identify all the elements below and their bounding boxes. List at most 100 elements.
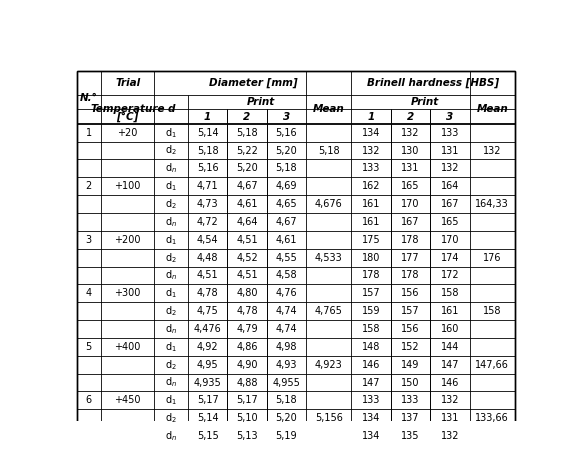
Text: 4,54: 4,54 [197,235,219,245]
Text: 1: 1 [86,128,92,138]
Text: 5: 5 [85,342,92,352]
Text: 5,18: 5,18 [276,395,297,405]
Text: 157: 157 [362,289,380,298]
Text: 130: 130 [401,146,419,156]
Text: 147: 147 [441,359,459,370]
Text: 4,67: 4,67 [276,217,297,227]
Text: 132: 132 [441,431,459,441]
Text: 132: 132 [441,395,459,405]
Text: 5,20: 5,20 [236,163,258,174]
Text: 5,22: 5,22 [236,146,258,156]
Text: 132: 132 [483,146,501,156]
Text: 5,14: 5,14 [197,128,219,138]
Text: d$_2$: d$_2$ [165,251,177,264]
Text: 178: 178 [401,271,419,280]
Text: 174: 174 [441,253,459,263]
Text: 4,48: 4,48 [197,253,218,263]
Text: 4,65: 4,65 [276,199,297,209]
Text: Brinell hardness [HBS]: Brinell hardness [HBS] [367,78,499,88]
Text: 5,14: 5,14 [197,413,219,423]
Text: +200: +200 [114,235,141,245]
Text: 2: 2 [85,181,92,191]
Text: 132: 132 [441,163,459,174]
Text: 4,98: 4,98 [276,342,297,352]
Text: 172: 172 [441,271,459,280]
Text: +400: +400 [114,342,141,352]
Text: 4,80: 4,80 [236,289,258,298]
Text: 4,78: 4,78 [197,289,219,298]
Text: 4,58: 4,58 [276,271,297,280]
Text: 162: 162 [362,181,380,191]
Text: 177: 177 [401,253,420,263]
Text: 5,19: 5,19 [276,431,297,441]
Text: d$_n$: d$_n$ [165,429,177,443]
Text: 176: 176 [483,253,501,263]
Text: 4,64: 4,64 [236,217,258,227]
Text: 4,95: 4,95 [197,359,219,370]
Text: Print: Print [247,97,275,107]
Text: 175: 175 [362,235,380,245]
Text: [°C]: [°C] [117,111,139,122]
Text: 170: 170 [401,199,419,209]
Text: d$_2$: d$_2$ [165,358,177,372]
Text: 178: 178 [401,235,419,245]
Text: 4,52: 4,52 [236,253,258,263]
Text: 147,66: 147,66 [475,359,509,370]
Text: 5,13: 5,13 [236,431,258,441]
Text: d$_2$: d$_2$ [165,412,177,425]
Text: d$_1$: d$_1$ [165,287,177,300]
Text: 5,17: 5,17 [197,395,219,405]
Text: 180: 180 [362,253,380,263]
Text: 147: 147 [362,377,380,387]
Text: 152: 152 [401,342,420,352]
Text: Print: Print [410,97,439,107]
Text: 165: 165 [401,181,419,191]
Text: 137: 137 [401,413,419,423]
Text: d$_2$: d$_2$ [165,144,177,158]
Text: 4,61: 4,61 [236,199,258,209]
Text: 4,935: 4,935 [194,377,222,387]
Text: d$_n$: d$_n$ [165,215,177,229]
Text: 5,15: 5,15 [197,431,219,441]
Text: 133: 133 [441,128,459,138]
Text: 5,156: 5,156 [315,413,343,423]
Text: 158: 158 [483,306,501,316]
Text: 146: 146 [441,377,459,387]
Text: 160: 160 [441,324,459,334]
Text: 4,923: 4,923 [315,359,343,370]
Text: 157: 157 [401,306,420,316]
Text: 167: 167 [441,199,459,209]
Text: 133: 133 [401,395,419,405]
Text: 149: 149 [401,359,419,370]
Text: 144: 144 [441,342,459,352]
Text: 170: 170 [441,235,459,245]
Text: 132: 132 [362,146,380,156]
Text: 4,67: 4,67 [236,181,258,191]
Text: 3: 3 [86,235,92,245]
Text: 4,76: 4,76 [276,289,297,298]
Text: 133: 133 [362,163,380,174]
Text: 4,69: 4,69 [276,181,297,191]
Text: 5,20: 5,20 [276,146,297,156]
Text: 4,51: 4,51 [236,235,258,245]
Text: 4,79: 4,79 [236,324,258,334]
Text: d$_1$: d$_1$ [165,126,177,140]
Text: 158: 158 [441,289,459,298]
Text: d: d [167,105,175,114]
Text: 161: 161 [362,217,380,227]
Text: +450: +450 [114,395,141,405]
Text: 161: 161 [362,199,380,209]
Text: 4,74: 4,74 [276,306,297,316]
Text: 2: 2 [243,112,250,122]
Text: 4: 4 [86,289,92,298]
Text: 148: 148 [362,342,380,352]
Text: 4,78: 4,78 [236,306,258,316]
Text: 5,18: 5,18 [236,128,258,138]
Text: 133: 133 [362,395,380,405]
Text: d$_1$: d$_1$ [165,233,177,247]
Text: Mean: Mean [477,105,508,114]
Text: 150: 150 [401,377,419,387]
Text: 4,676: 4,676 [315,199,343,209]
Text: d$_1$: d$_1$ [165,179,177,193]
Text: +100: +100 [114,181,141,191]
